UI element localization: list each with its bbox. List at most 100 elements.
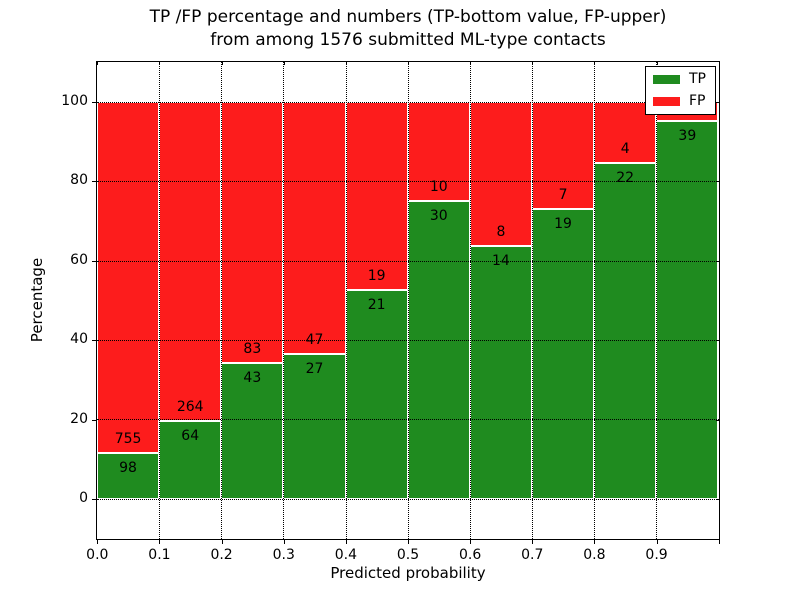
x-tick-mark-top: [656, 61, 658, 65]
x-tick-mark-top: [408, 61, 409, 65]
tp-count-label: 39: [678, 128, 697, 145]
legend-swatch-fp: [653, 97, 680, 106]
x-tick-mark: [594, 540, 596, 544]
y-tick-label: 100: [61, 93, 88, 109]
fp-count-label: 47: [305, 331, 324, 348]
fp-count-label: 755: [114, 431, 142, 448]
x-tick-mark-top: [718, 61, 720, 65]
x-tick-mark: [470, 540, 472, 544]
tp-count-label: 30: [429, 207, 448, 224]
v-gridline: [594, 62, 596, 539]
x-tick-label: 0.3: [272, 547, 295, 563]
y-tick-mark: [92, 340, 96, 342]
tp-count-label: 14: [491, 253, 510, 270]
y-tick-mark-right: [716, 340, 720, 342]
y-tick-mark: [92, 419, 96, 421]
x-tick-mark-top: [470, 61, 472, 65]
x-tick-mark: [221, 540, 223, 544]
x-tick-label: 0.2: [210, 547, 233, 563]
x-tick-mark: [97, 540, 99, 544]
legend-label: FP: [689, 93, 706, 109]
bar-segment-fp: [221, 101, 284, 364]
x-tick-mark: [532, 540, 534, 544]
fp-count-label: 4: [620, 140, 630, 157]
chart-title-line1: TP /FP percentage and numbers (TP-bottom…: [149, 7, 667, 27]
bar-segment-tp: [159, 421, 222, 499]
y-tick-mark-right: [716, 181, 720, 183]
chart-title: TP /FP percentage and numbers (TP-bottom…: [150, 6, 667, 52]
v-gridline: [656, 62, 658, 539]
x-tick-mark: [159, 540, 161, 544]
x-tick-mark-top: [532, 61, 534, 65]
v-gridline: [531, 62, 533, 539]
y-tick-mark-right: [716, 499, 720, 500]
tp-count-label: 98: [119, 460, 137, 477]
fp-count-label: 10: [429, 178, 448, 195]
x-tick-label: 0.9: [645, 547, 668, 563]
v-gridline: [407, 62, 409, 539]
x-tick-mark: [283, 540, 285, 544]
bar-segment-fp: [283, 101, 346, 354]
tp-count-label: 22: [616, 169, 635, 186]
x-tick-label: 0.1: [148, 547, 171, 563]
bar-segment-tp: [221, 363, 284, 499]
x-tick-mark: [656, 540, 658, 544]
x-tick-mark: [718, 540, 720, 544]
bar-segment-tp: [97, 453, 160, 499]
x-tick-mark-top: [97, 61, 99, 65]
bar-segment-tp: [656, 121, 719, 499]
y-tick-label: 0: [79, 490, 88, 506]
v-gridline: [159, 62, 161, 539]
x-tick-mark-top: [159, 61, 161, 65]
y-tick-label: 20: [70, 410, 88, 427]
plot-area: 755 98 264 64 83 43 47 27 19 21 10 30 8 14 7 19 4 22 39: [96, 61, 720, 540]
x-tick-label: 0.6: [458, 547, 482, 563]
tp-count-label: 19: [554, 215, 572, 232]
x-tick-mark: [408, 540, 409, 544]
y-tick-mark-right: [716, 260, 720, 262]
y-tick-label: 60: [70, 251, 88, 268]
x-tick-mark-top: [594, 61, 596, 65]
v-gridline: [221, 62, 223, 539]
tp-count-label: 43: [243, 370, 262, 387]
y-tick-mark: [92, 499, 96, 500]
bar-segment-tp: [469, 246, 532, 499]
y-tick-mark-right: [716, 102, 720, 103]
bar-segment-fp: [345, 101, 408, 291]
y-tick-mark: [92, 260, 96, 262]
v-gridline: [469, 62, 471, 539]
y-tick-label: 80: [70, 172, 88, 189]
y-tick-mark: [92, 102, 96, 103]
fp-count-label: 83: [243, 341, 262, 358]
tp-count-label: 21: [367, 297, 386, 314]
x-tick-label: 0.0: [86, 547, 109, 563]
legend-swatch-tp: [653, 75, 680, 84]
chart-title-line2: from among 1576 submitted ML-type contac…: [210, 30, 606, 50]
y-tick-mark-right: [716, 419, 720, 421]
fp-count-label: 264: [176, 399, 204, 416]
legend: TP FP: [645, 66, 716, 115]
y-tick-mark: [92, 181, 96, 183]
bar-segment-tp: [407, 200, 470, 499]
fp-count-label: 19: [367, 268, 386, 285]
x-axis-label: Predicted probability: [330, 564, 486, 582]
tp-count-label: 27: [305, 360, 324, 377]
v-gridline: [283, 62, 285, 539]
legend-entry: FP: [653, 94, 706, 109]
tp-count-label: 64: [181, 428, 200, 445]
x-tick-label: 0.8: [583, 547, 606, 563]
y-axis-label: Percentage: [28, 257, 46, 343]
bar-segment-tp: [594, 162, 657, 499]
x-tick-label: 0.4: [334, 547, 357, 563]
x-tick-label: 0.7: [521, 547, 544, 563]
bar-segment-tp: [345, 290, 408, 499]
x-tick-label: 0.5: [396, 547, 420, 563]
fp-count-label: 7: [558, 186, 568, 203]
bar-segment-fp: [97, 101, 160, 454]
x-tick-mark-top: [283, 61, 285, 65]
y-tick-label: 40: [70, 331, 88, 348]
legend-entry: TP: [653, 72, 706, 87]
v-gridline: [345, 62, 347, 539]
bar-segment-tp: [531, 208, 595, 499]
